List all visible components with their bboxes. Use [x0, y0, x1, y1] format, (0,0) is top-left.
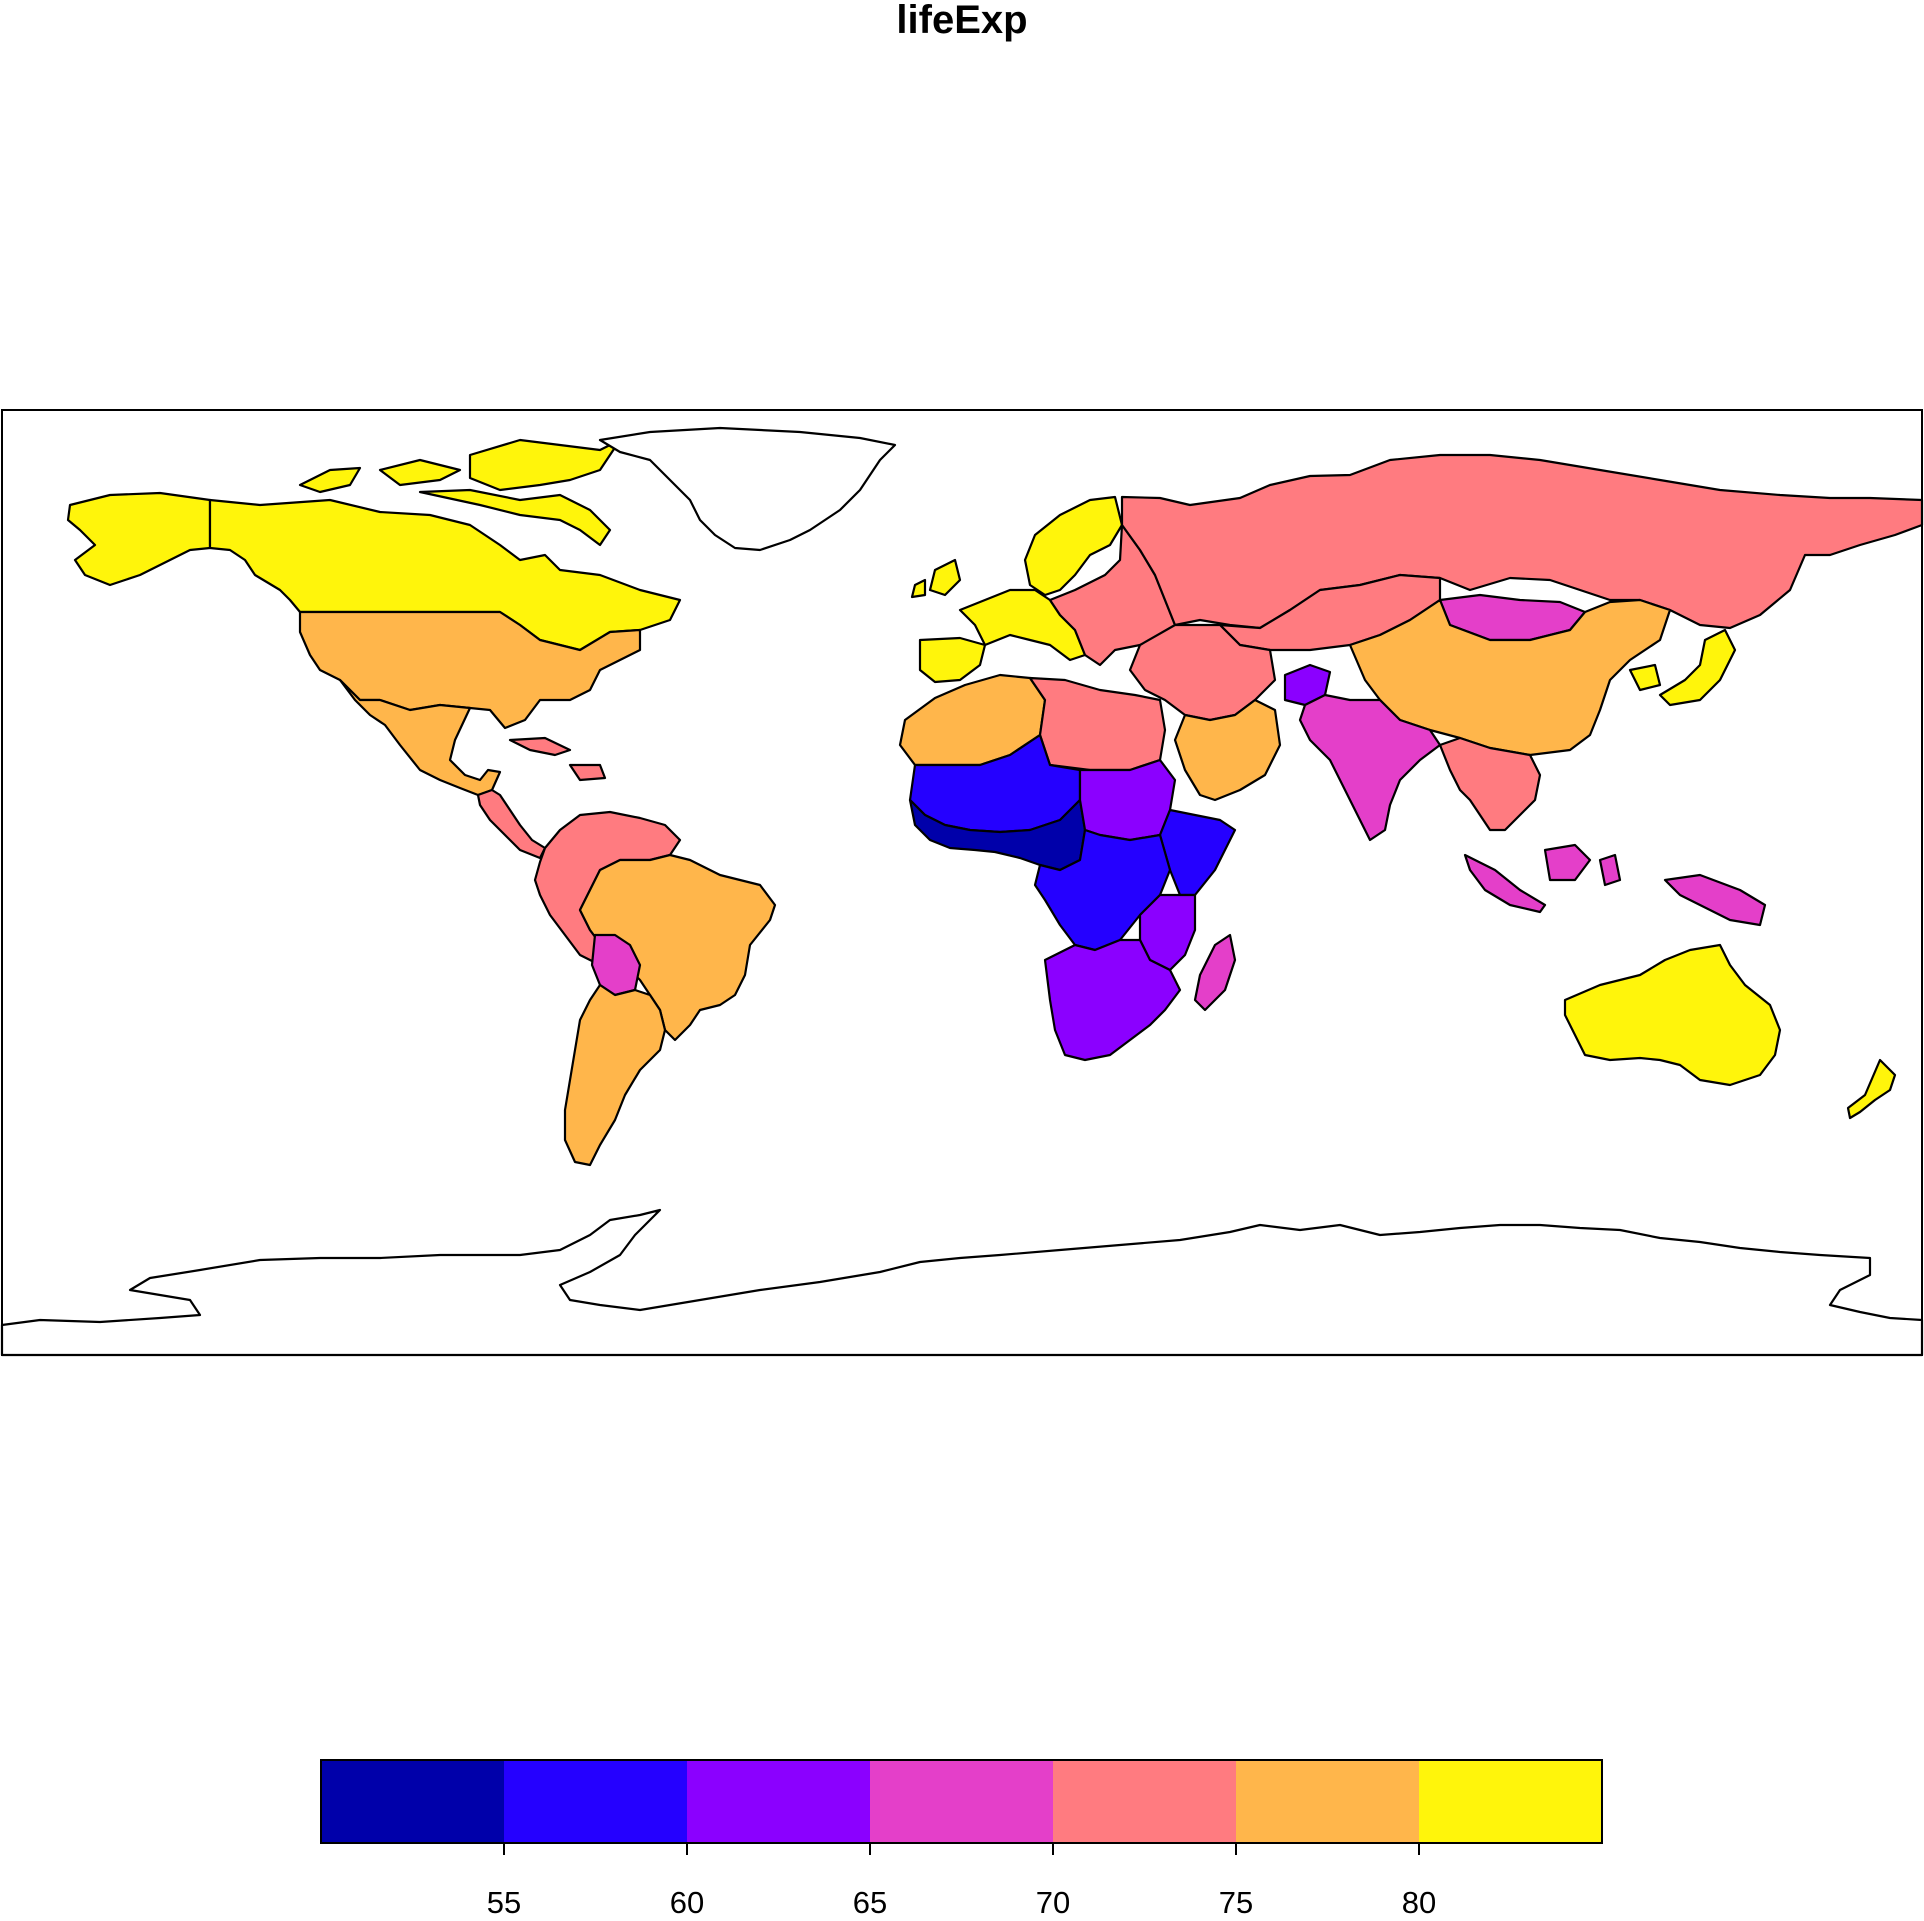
- region-southern-cone: [563, 983, 667, 1167]
- map-regions: [0, 426, 1924, 1357]
- colorbar-tick-label-0: 55: [487, 1885, 521, 1920]
- colorbar-tick-label-3: 70: [1036, 1885, 1070, 1920]
- region-south-asia: [1298, 693, 1442, 842]
- colorbar-tick-label-2: 65: [853, 1885, 887, 1920]
- region-japan: [1658, 628, 1737, 707]
- colorbar-bin-3: [870, 1760, 1053, 1843]
- region-canada: [208, 498, 682, 652]
- colorbar-tick-label-4: 75: [1219, 1885, 1253, 1920]
- region-indonesia: [1463, 843, 1622, 914]
- colorbar-bin-0: [321, 1760, 504, 1843]
- region-sudan: [1078, 758, 1177, 842]
- region-iberia: [918, 636, 987, 684]
- region-korea: [1628, 663, 1662, 692]
- colorbar-bin-4: [1053, 1760, 1236, 1843]
- region-southern-africa: [1043, 938, 1182, 1062]
- colorbar-bin-1: [504, 1760, 687, 1843]
- colorbar-tick-label-1: 60: [670, 1885, 704, 1920]
- region-new-zealand: [1846, 1058, 1897, 1120]
- map-title: lifeExp: [896, 0, 1028, 42]
- region-southeast-asia: [1438, 736, 1542, 832]
- region-alaska: [66, 491, 212, 587]
- region-central-america: [476, 788, 547, 860]
- region-greenland: [598, 426, 897, 552]
- region-australia: [1563, 943, 1782, 1087]
- colorbar-bin-5: [1236, 1760, 1419, 1843]
- region-mexico: [338, 678, 502, 797]
- colorbar-bin-2: [687, 1760, 870, 1843]
- region-new-guinea: [1663, 873, 1767, 927]
- colorbar-frame: [320, 1759, 1603, 1844]
- colorbar-bin-6: [1419, 1760, 1602, 1843]
- colorbar: 55 60 65 70 75 80: [320, 1759, 1603, 1920]
- region-arctic-archipelago: [298, 438, 622, 547]
- region-arabian-peninsula: [1173, 698, 1282, 802]
- colorbar-tick-label-5: 80: [1402, 1885, 1436, 1920]
- region-china: [1348, 598, 1672, 757]
- region-horn-of-africa: [1158, 808, 1237, 897]
- region-libya-egypt: [1028, 676, 1167, 772]
- region-madagascar: [1193, 933, 1237, 1012]
- region-caribbean: [508, 736, 607, 782]
- region-antarctica: [0, 1208, 1924, 1357]
